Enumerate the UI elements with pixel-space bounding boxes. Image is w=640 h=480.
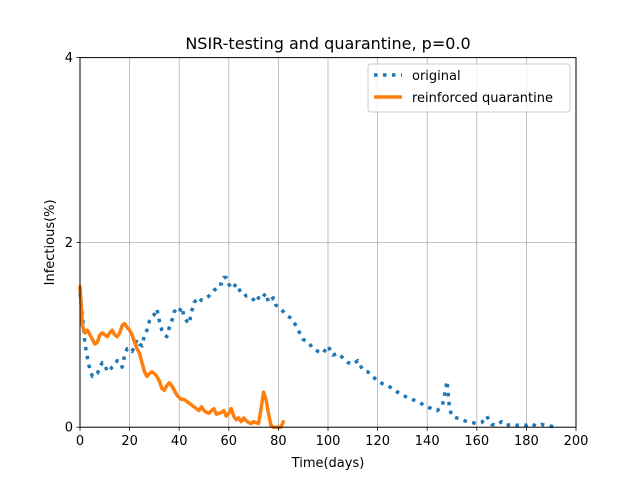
grid-lines bbox=[80, 57, 576, 428]
x-tick-label: 200 bbox=[564, 434, 589, 449]
x-tick-label: 40 bbox=[171, 434, 188, 449]
axis-ticks: 0 20 40 60 80 100 120 140 160 180 200 0 2 4 bbox=[65, 51, 589, 449]
x-tick-label: 20 bbox=[121, 434, 138, 449]
x-tick-label: 80 bbox=[270, 434, 287, 449]
x-tick-label: 60 bbox=[221, 434, 238, 449]
legend-label-original: original bbox=[412, 69, 461, 84]
chart-title: NSIR-testing and quarantine, p=0.0 bbox=[185, 34, 470, 53]
series-line-original bbox=[78, 275, 557, 429]
series-line-reinforced-quarantine bbox=[78, 285, 286, 429]
y-tick-label: 0 bbox=[65, 421, 73, 436]
x-tick-label: 0 bbox=[76, 434, 84, 449]
x-tick-label: 160 bbox=[464, 434, 489, 449]
x-tick-label: 120 bbox=[365, 434, 390, 449]
y-tick-label: 4 bbox=[65, 51, 73, 66]
legend-box bbox=[367, 63, 571, 113]
legend: original reinforced quarantine bbox=[367, 63, 571, 113]
y-tick-label: 2 bbox=[65, 236, 73, 251]
x-tick-label: 180 bbox=[514, 434, 539, 449]
x-tick-label: 140 bbox=[415, 434, 440, 449]
legend-label-reinforced-quarantine: reinforced quarantine bbox=[412, 91, 553, 106]
series-layer bbox=[78, 275, 557, 429]
x-tick-label: 100 bbox=[316, 434, 341, 449]
x-axis-label: Time(days) bbox=[291, 456, 365, 471]
y-axis-label: Infectious(%) bbox=[43, 199, 58, 285]
